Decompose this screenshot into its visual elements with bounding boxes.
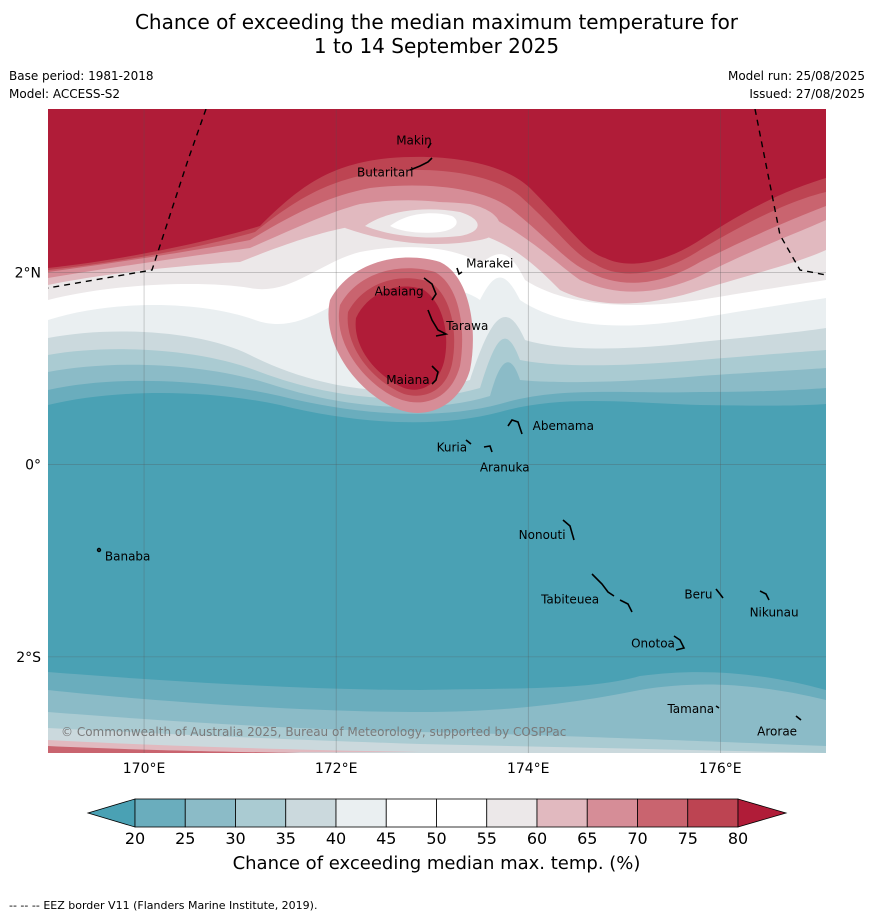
colorbar-tick-label: 45	[376, 829, 397, 848]
gridlines	[48, 109, 826, 753]
colorbar-bin	[134, 798, 186, 828]
place-label-nonouti: Nonouti	[519, 528, 566, 542]
place-label-abemama: Abemama	[533, 419, 594, 433]
lon-tick-label: 174°E	[507, 761, 550, 777]
island-butaritari	[409, 157, 433, 171]
island-makin	[427, 142, 432, 149]
eez-border	[48, 109, 826, 289]
place-label-tabiteuea: Tabiteuea	[540, 593, 599, 607]
colorbar-tick-label: 55	[476, 829, 497, 848]
place-label-onotoa: Onotoa	[631, 637, 675, 651]
place-label-maiana: Maiana	[386, 373, 429, 387]
place-label-tamana: Tamana	[666, 702, 714, 716]
island-aranuka	[483, 445, 493, 453]
eez-legend-text: EEZ border V11 (Flanders Marine Institut…	[43, 899, 318, 912]
band-south-70	[48, 746, 300, 753]
colorbar-tick-label: 80	[727, 829, 749, 848]
colorbar-bin	[536, 798, 588, 828]
lon-tick-label: 170°E	[123, 761, 166, 777]
band-south-35-40	[48, 728, 826, 753]
island-nonouti	[562, 519, 575, 541]
colorbar-tick-label: 70	[627, 829, 648, 848]
local-max-above-80	[355, 286, 447, 390]
map-title: Chance of exceeding the median maximum t…	[0, 10, 873, 58]
island-nikunau	[759, 590, 770, 601]
model-name: Model: ACCESS-S2	[9, 87, 121, 101]
place-labels: Makin Butaritari Marakei Abaiang Tarawa Maian…	[105, 134, 799, 739]
base-period: Base period: 1981-2018	[9, 69, 154, 83]
meta-left: Base period: 1981-2018 Model: ACCESS-S2	[9, 67, 154, 103]
place-label-tarawa: Tarawa	[445, 319, 488, 333]
island-tamana	[715, 705, 720, 709]
place-label-makin: Makin	[396, 134, 432, 148]
island-outlines	[96, 142, 802, 721]
colorbar-bin	[184, 798, 236, 828]
colorbar-tick-label: 25	[175, 829, 196, 848]
place-label-aranuka: Aranuka	[480, 460, 530, 474]
island-marakei	[456, 267, 463, 276]
model-run: Model run: 25/08/2025	[727, 69, 865, 83]
colorbar-bin	[235, 798, 287, 828]
colorbar-tick-label: 65	[577, 829, 598, 848]
band-north-above-80	[48, 109, 826, 268]
title-line-2: 1 to 14 September 2025	[313, 34, 560, 58]
colorbar-tick-label: 40	[325, 829, 347, 848]
colorbar-below-arrow	[86, 798, 136, 828]
island-banaba	[96, 547, 102, 553]
eez-legend-dashes: -- -- --	[9, 899, 40, 912]
colorbar	[86, 798, 788, 828]
colorbar-bin	[385, 798, 437, 828]
island-maiana	[431, 365, 439, 385]
place-label-marakei: Marakei	[466, 256, 513, 270]
island-kuria	[465, 439, 472, 445]
title-line-1: Chance of exceeding the median maximum t…	[134, 10, 739, 34]
pocket-50	[390, 213, 457, 233]
colorbar-tick-label: 75	[677, 829, 698, 848]
island-beru	[715, 588, 724, 599]
footnote: -- -- -- EEZ border V11 (Flanders Marine…	[9, 899, 317, 912]
meta-right: Model run: 25/08/2025 Issued: 27/08/2025	[728, 67, 865, 103]
colorbar-tick-label: 50	[426, 829, 447, 848]
lat-tick-label: 2°S	[16, 650, 41, 666]
lat-tick-label: 0°	[25, 458, 41, 474]
map-plot-area: Makin Butaritari Marakei Abaiang Tarawa Maian…	[48, 109, 826, 753]
colorbar-bin	[637, 798, 689, 828]
island-abemama	[507, 419, 523, 435]
colorbar-bin	[335, 798, 387, 828]
copyright-text: © Commonwealth of Australia 2025, Bureau…	[61, 725, 566, 739]
eez-border-west	[48, 109, 207, 289]
island-arorae	[795, 715, 802, 721]
island-tabiteuea-south	[619, 599, 633, 613]
colorbar-tick-label: 60	[526, 829, 548, 848]
axis-labels: 170°E 172°E 174°E 176°E 2°N 0° 2°S	[15, 265, 742, 777]
place-label-nikunau: Nikunau	[750, 605, 799, 619]
colorbar-tick-label: 35	[275, 829, 296, 848]
colorbar-bin	[486, 798, 538, 828]
colorbar-title: Chance of exceeding median max. temp. (%…	[232, 853, 641, 874]
colorbar-above-arrow	[737, 798, 788, 828]
place-label-abaiang: Abaiang	[375, 285, 424, 299]
island-abaiang	[423, 277, 437, 301]
issued-date: Issued: 27/08/2025	[749, 87, 865, 101]
lon-tick-label: 172°E	[315, 761, 358, 777]
colorbar-tick-label: 20	[124, 829, 146, 848]
place-label-beru: Beru	[684, 587, 712, 601]
island-tabiteuea-north	[591, 573, 615, 597]
colorbar-bin	[436, 798, 488, 828]
place-label-banaba: Banaba	[105, 549, 151, 563]
place-label-kuria: Kuria	[437, 440, 468, 454]
colorbar-bin	[687, 798, 739, 828]
colorbar-bin	[586, 798, 638, 828]
place-label-butaritari: Butaritari	[357, 166, 414, 180]
place-label-arorae: Arorae	[757, 724, 797, 738]
colorbar-bin	[285, 798, 337, 828]
lon-tick-label: 176°E	[699, 761, 742, 777]
eez-border-east	[754, 109, 826, 276]
colorbar-tick-label: 30	[225, 829, 246, 848]
island-tarawa	[427, 309, 449, 337]
lat-tick-label: 2°N	[15, 265, 41, 281]
island-onotoa	[673, 635, 686, 651]
